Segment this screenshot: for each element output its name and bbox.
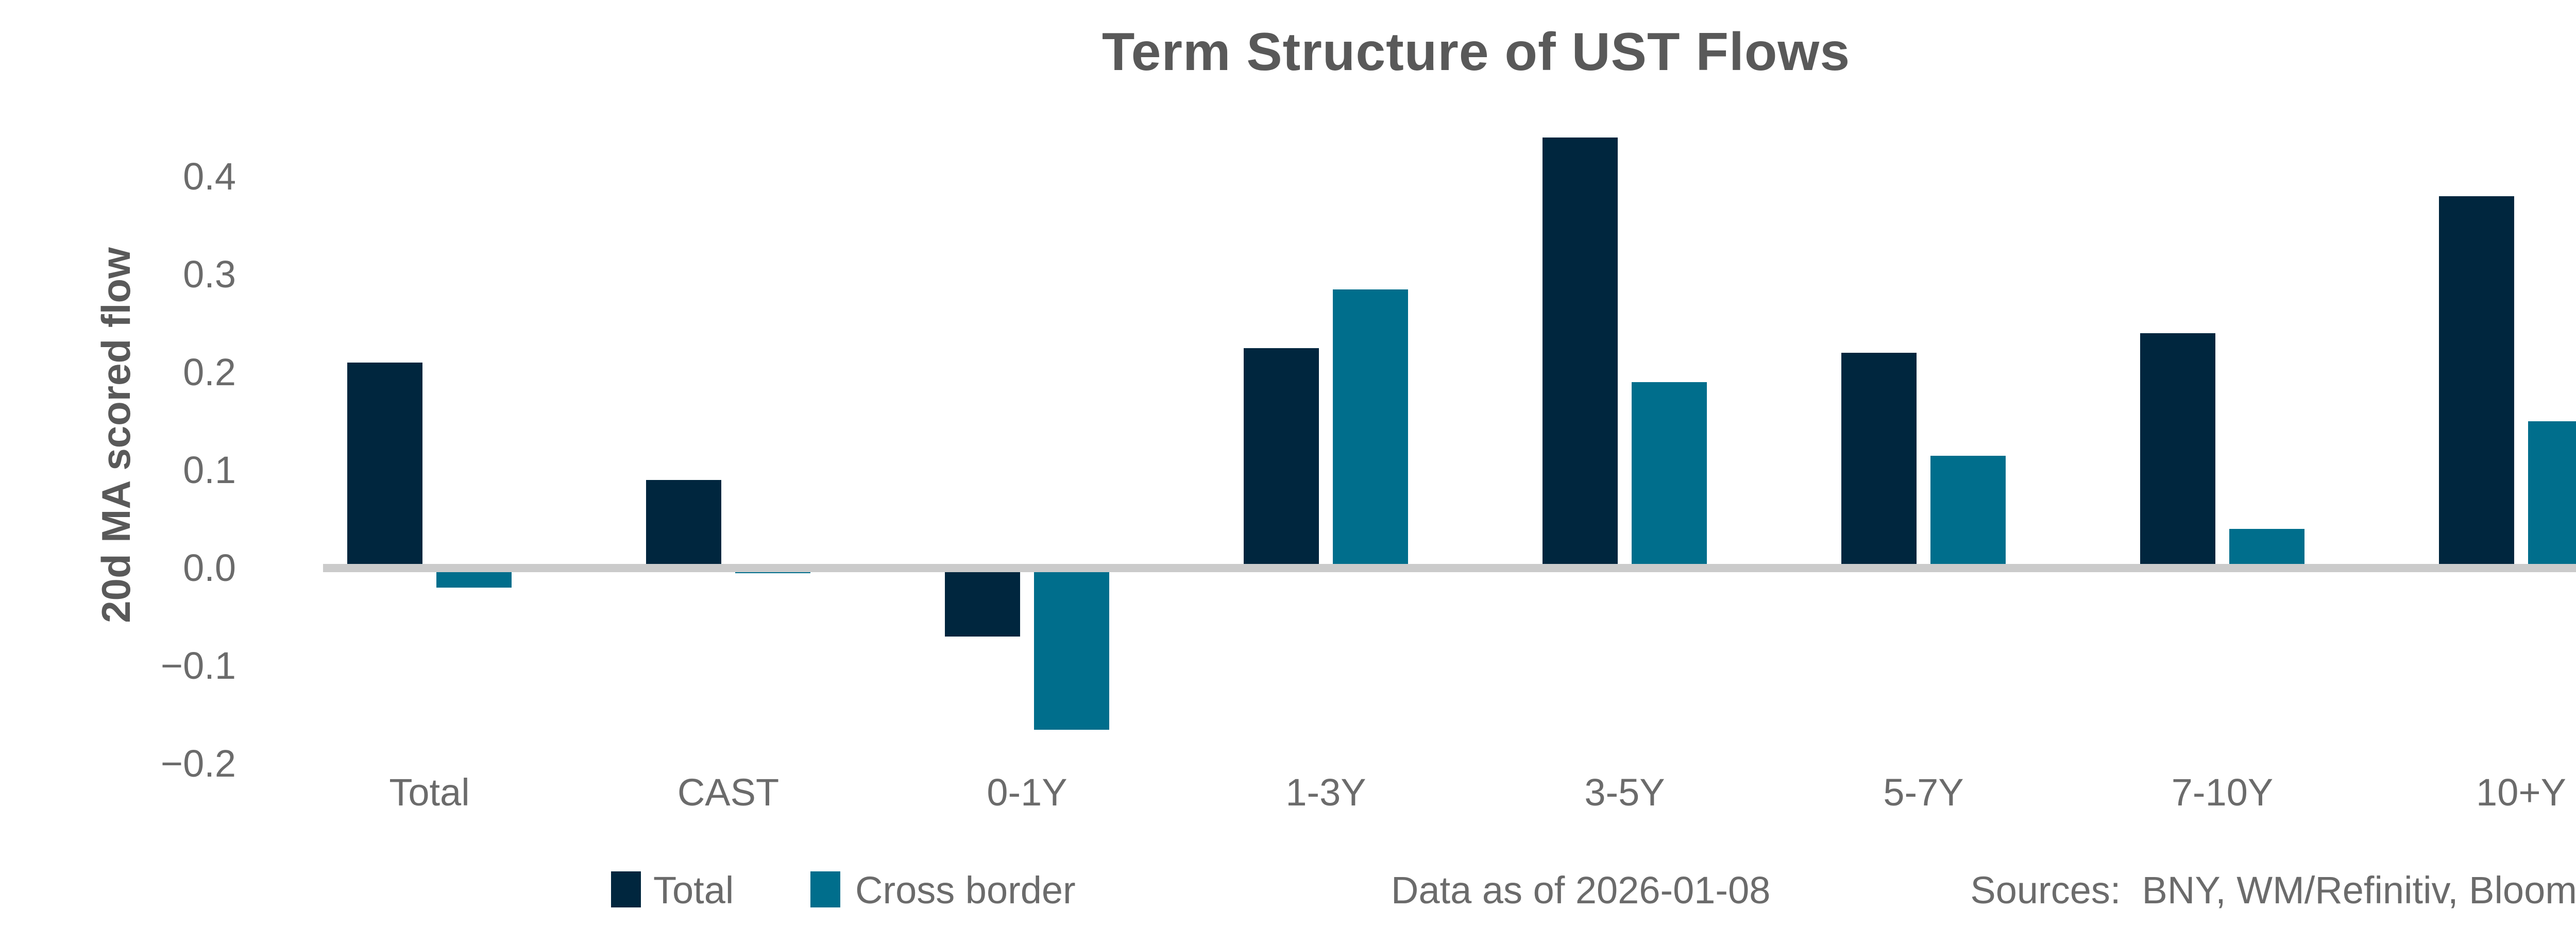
bar-total-3-5y bbox=[1543, 138, 1618, 568]
bar-cross-border-10plusy bbox=[2528, 421, 2576, 568]
bar-cross-border-0-1y bbox=[1034, 568, 1109, 730]
bar-total-5-7y bbox=[1841, 353, 1917, 568]
y-tick-label: −0.2 bbox=[160, 742, 236, 785]
legend-swatch-total bbox=[611, 871, 641, 907]
bar-cross-border-5-7y bbox=[1930, 455, 2006, 568]
bar-cross-border-1-3y bbox=[1333, 289, 1408, 568]
legend-label-total: Total bbox=[653, 869, 734, 912]
legend-label-cross-border: Cross border bbox=[855, 869, 1076, 912]
bar-total-cast bbox=[646, 480, 721, 568]
x-tick-label-10plusy: 10+Y bbox=[2476, 771, 2566, 814]
bar-total-7-10y bbox=[2140, 333, 2215, 568]
data-as-of-note: Data as of 2026-01-08 bbox=[1391, 869, 1771, 912]
y-tick-label: −0.1 bbox=[160, 644, 236, 687]
y-tick-label: 0.4 bbox=[183, 155, 236, 198]
bar-cross-border-7-10y bbox=[2229, 529, 2304, 568]
y-tick-label: 0.0 bbox=[183, 546, 236, 589]
zero-baseline bbox=[323, 564, 2576, 572]
sources-note: Sources: BNY, WM/Refinitiv, Bloomberg bbox=[1970, 869, 2576, 912]
y-tick-label: 0.1 bbox=[183, 449, 236, 491]
bar-total-total bbox=[347, 363, 422, 568]
x-tick-label-3-5y: 3-5Y bbox=[1584, 771, 1665, 814]
x-tick-label-0-1y: 0-1Y bbox=[987, 771, 1067, 814]
x-tick-label-total: Total bbox=[389, 771, 470, 814]
chart-title: Term Structure of UST Flows bbox=[1101, 22, 1851, 82]
y-tick-label: 0.3 bbox=[183, 253, 236, 296]
x-tick-label-7-10y: 7-10Y bbox=[2171, 771, 2274, 814]
bar-cross-border-3-5y bbox=[1632, 382, 1707, 568]
bar-total-0-1y bbox=[945, 568, 1020, 637]
legend-swatch-cross-border bbox=[810, 871, 840, 907]
x-tick-label-cast: CAST bbox=[677, 771, 779, 814]
x-tick-label-1-3y: 1-3Y bbox=[1285, 771, 1366, 814]
x-tick-label-5-7y: 5-7Y bbox=[1883, 771, 1964, 814]
y-tick-label: 0.2 bbox=[183, 351, 236, 393]
bar-total-1-3y bbox=[1244, 348, 1319, 568]
bar-total-10plusy bbox=[2439, 196, 2514, 568]
